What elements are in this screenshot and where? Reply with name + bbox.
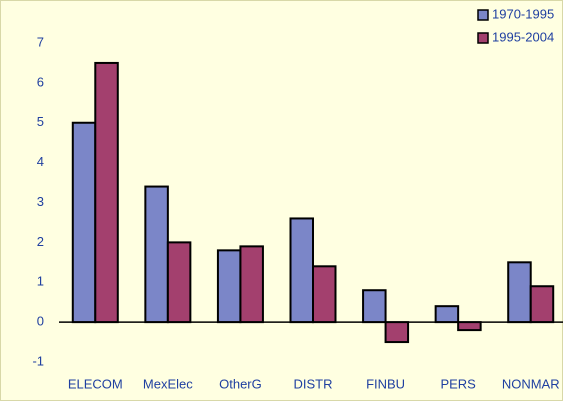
bar: [362, 289, 387, 324]
y-tick-label: 1: [37, 274, 44, 289]
y-tick-label: 6: [37, 74, 44, 89]
bar: [384, 321, 410, 344]
legend-swatch: [477, 32, 489, 44]
bar: [94, 61, 119, 324]
legend-label: 1970-1995: [492, 6, 554, 21]
legend-swatch: [477, 9, 489, 21]
bar: [166, 241, 192, 324]
y-tick-label: -1: [32, 353, 44, 368]
x-tick-label: MexElec: [143, 376, 193, 391]
bar: [144, 185, 169, 324]
y-tick-label: 3: [37, 194, 44, 209]
bar: [289, 217, 314, 324]
x-tick-label: DISTR: [294, 376, 333, 391]
y-tick-label: 2: [37, 234, 44, 249]
y-tick-label: 5: [37, 114, 44, 129]
bar: [507, 261, 532, 324]
x-tick-label: FINBU: [366, 376, 405, 391]
legend-label: 1995-2004: [492, 29, 554, 44]
y-tick-label: 7: [37, 34, 44, 49]
bar: [457, 321, 482, 332]
x-tick-label: PERS: [440, 376, 476, 391]
bar: [71, 121, 97, 324]
y-tick-label: 0: [37, 314, 44, 329]
bar: [216, 249, 242, 324]
bar: [434, 305, 460, 324]
x-tick-label: OtherG: [219, 376, 262, 391]
bar: [312, 265, 337, 324]
x-tick-label: NONMAR: [502, 376, 560, 391]
y-tick-label: 4: [37, 154, 44, 169]
bar: [239, 245, 264, 324]
bar: [529, 285, 555, 324]
x-tick-label: ELECOM: [68, 376, 123, 391]
